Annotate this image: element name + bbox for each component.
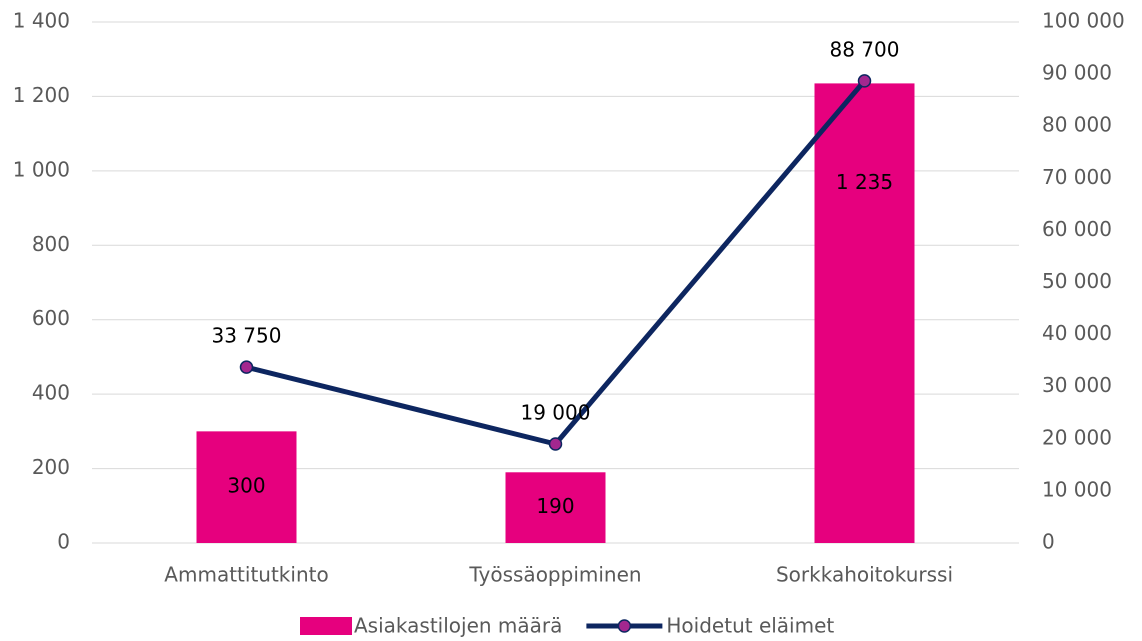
y2-tick-label: 0 (1042, 530, 1055, 554)
y-tick-label: 400 (32, 381, 70, 405)
x-tick-label: Työssäoppiminen (468, 563, 641, 587)
y2-tick-label: 100 000 (1042, 9, 1125, 33)
legend-label: Asiakastilojen määrä (354, 614, 562, 638)
y2-tick-label: 60 000 (1042, 217, 1112, 241)
y-tick-label: 600 (32, 306, 70, 330)
data-label: 300 (227, 474, 265, 498)
y2-tick-label: 50 000 (1042, 269, 1112, 293)
bar (814, 83, 915, 544)
data-label: 190 (536, 494, 574, 518)
line-marker (857, 74, 872, 88)
y2-tick-label: 30 000 (1042, 373, 1112, 397)
y2-tick-label: 80 000 (1042, 113, 1112, 137)
y2-tick-label: 40 000 (1042, 321, 1112, 345)
legend-label: Hoidetut eläimet (666, 614, 834, 638)
x-tick-label: Sorkkahoitokurssi (776, 563, 953, 587)
data-label: 1 235 (836, 170, 893, 194)
bar (196, 431, 297, 543)
y2-tick-label: 20 000 (1042, 425, 1112, 449)
bar (505, 472, 606, 543)
legend-marker (617, 619, 632, 633)
line-marker (548, 437, 563, 451)
legend-swatch (300, 617, 352, 635)
data-label: 19 000 (521, 401, 591, 425)
y-tick-label: 200 (32, 455, 70, 479)
data-label: 88 700 (830, 37, 900, 61)
y-tick-label: 1 000 (13, 157, 70, 181)
y-tick-label: 0 (57, 530, 70, 554)
data-label: 33 750 (212, 324, 282, 348)
y2-tick-label: 90 000 (1042, 61, 1112, 85)
y2-tick-label: 10 000 (1042, 477, 1112, 501)
line-marker (239, 360, 254, 374)
y2-tick-label: 70 000 (1042, 165, 1112, 189)
y-tick-label: 1 200 (13, 83, 70, 107)
x-tick-label: Ammattitutkinto (164, 563, 328, 587)
y-tick-label: 800 (32, 232, 70, 256)
line (245, 79, 867, 447)
y-tick-label: 1 400 (13, 9, 70, 33)
